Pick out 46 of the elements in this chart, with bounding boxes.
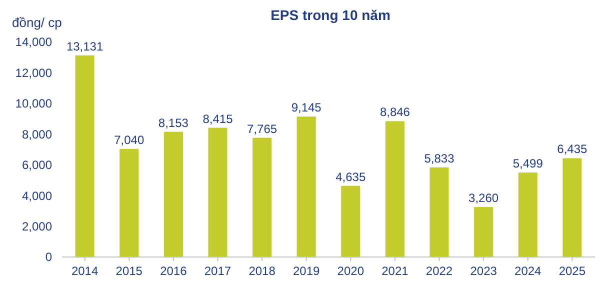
- bar: [164, 132, 183, 257]
- bar: [430, 167, 449, 257]
- data-label: 3,260: [468, 190, 499, 205]
- bar: [120, 148, 139, 257]
- y-tick-label: 0: [45, 250, 52, 264]
- data-label: 8,846: [380, 105, 410, 120]
- x-tick-label: 2019: [292, 264, 320, 278]
- data-label: 5,499: [512, 156, 544, 171]
- bar: [562, 158, 582, 257]
- chart-title: EPS trong 10 năm: [270, 7, 390, 23]
- x-tick-label: 2018: [248, 264, 276, 278]
- bar: [208, 128, 228, 257]
- y-tick-label: 10,000: [15, 96, 52, 111]
- data-label: 13,131: [66, 39, 104, 54]
- data-label: 8,153: [158, 116, 189, 130]
- x-tick-label: 2016: [160, 264, 188, 278]
- bar: [518, 172, 538, 257]
- x-tick-label: 2024: [514, 264, 542, 278]
- bar: [296, 116, 316, 257]
- data-label: 4,635: [336, 170, 366, 184]
- data-label: 6,435: [557, 142, 588, 156]
- y-tick-label: 14,000: [15, 35, 52, 50]
- y-axis-title: đồng/ cp: [12, 15, 62, 30]
- y-tick-label: 12,000: [15, 66, 52, 80]
- x-tick-label: 2014: [71, 264, 98, 278]
- x-tick-label: 2025: [558, 264, 586, 278]
- y-tick-label: 4,000: [22, 188, 52, 203]
- y-tick-label: 6,000: [22, 158, 52, 172]
- bar: [75, 55, 94, 257]
- bar: [252, 138, 272, 257]
- data-label: 7,765: [247, 122, 278, 136]
- x-tick-label: 2017: [204, 264, 232, 278]
- y-tick-label: 2,000: [22, 219, 52, 234]
- x-tick-label: 2022: [426, 264, 453, 278]
- data-label: 5,833: [424, 151, 455, 166]
- x-tick-label: 2015: [116, 264, 143, 278]
- bar: [474, 206, 494, 257]
- data-label: 8,415: [202, 112, 234, 126]
- data-label: 9,145: [291, 100, 322, 115]
- data-label: 7,040: [114, 132, 144, 147]
- x-tick-label: 2023: [470, 264, 498, 278]
- bar: [341, 186, 360, 257]
- y-tick-label: 8,000: [22, 127, 52, 142]
- x-tick-label: 2020: [337, 264, 364, 278]
- bar: [385, 121, 404, 257]
- x-tick-label: 2021: [382, 264, 409, 278]
